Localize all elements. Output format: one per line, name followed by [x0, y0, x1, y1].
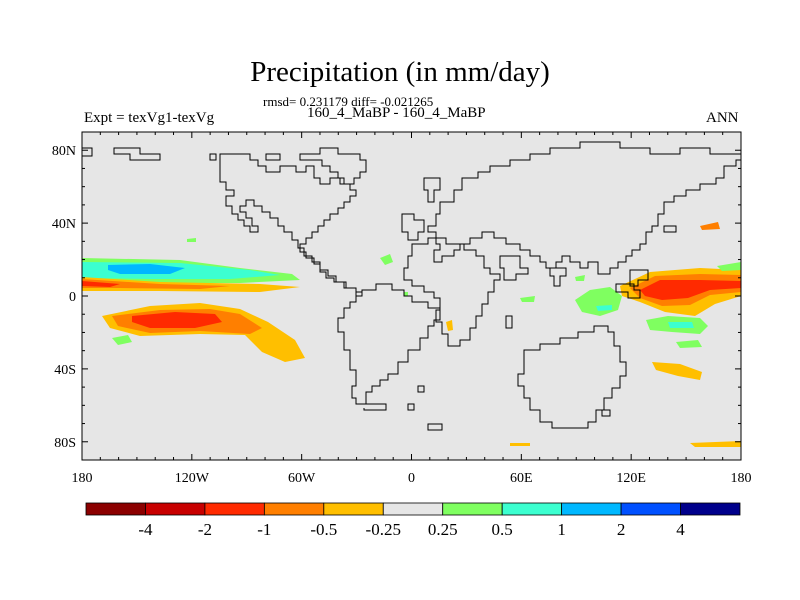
colorbar-swatch	[263, 502, 325, 516]
coastlines	[82, 141, 741, 431]
y-tick-label: 0	[69, 290, 76, 305]
anomaly-south-pacific-red	[132, 312, 222, 328]
axis-ticks: 80N 40N 0 40S 80S 180 120W 60W 0 60E 120E 180	[52, 131, 752, 486]
coast-arctic-island-2	[265, 153, 281, 161]
coast-antarctic-piece	[427, 423, 443, 431]
colorbar-label: 2	[617, 520, 626, 539]
anomaly-north-atlantic-green	[187, 238, 196, 242]
cases-label: 160_4_MaBP - 160_4_MaBP	[307, 105, 486, 121]
coast-arctic-island-3	[82, 147, 93, 157]
coast-antarctic-piece-3	[417, 385, 425, 393]
coast-scandinavia	[423, 177, 441, 203]
y-tick-label: 80S	[54, 436, 76, 451]
coast-arctic-island-1	[113, 147, 161, 161]
anomaly-atlantic-green-small	[404, 292, 408, 296]
colorbar-label: 4	[676, 520, 685, 539]
experiment-label: Expt = texVg1-texVg	[84, 110, 215, 126]
anomaly-sw-pacific-cyan	[668, 322, 694, 328]
colorbar-label: -0.5	[310, 520, 337, 539]
x-tick-label: 60W	[288, 471, 316, 486]
coast-south-america	[337, 283, 441, 405]
plot-subtitle: rmsd= 0.231179 diff= -0.021265	[263, 94, 434, 109]
coast-se-asia-2	[629, 269, 649, 287]
x-tick-label: 180	[72, 471, 93, 486]
colorbar-label: -4	[138, 520, 153, 539]
x-tick-label: 120E	[616, 471, 646, 486]
colorbar-swatch	[561, 502, 622, 516]
anomaly-indian-ocean-cyan	[596, 305, 612, 311]
coast-tasmania	[601, 409, 611, 417]
anomaly-north-pacific-blue	[108, 264, 185, 274]
x-tick-label: 180	[731, 471, 752, 486]
colorbar-swatch	[145, 502, 206, 516]
colorbar-swatch	[442, 502, 503, 516]
colorbar: -4 -2 -1 -0.5 -0.25 0.25 0.5 1 2 4	[85, 502, 741, 539]
coast-japan	[663, 225, 677, 233]
coast-north-america	[219, 153, 363, 297]
anomaly-south-atlantic-orange	[446, 320, 453, 331]
colorbar-swatch	[620, 502, 681, 516]
colorbar-label: -1	[257, 520, 271, 539]
x-tick-label: 0	[408, 471, 415, 486]
coast-arctic-island-4	[209, 153, 217, 161]
y-tick-label: 80N	[52, 144, 76, 159]
coast-india	[549, 267, 567, 287]
colorbar-label: 0.25	[428, 520, 458, 539]
anomaly-asia-green	[575, 275, 585, 281]
colorbar-swatch	[501, 502, 563, 516]
anomaly-eq-east-pacific-red	[82, 281, 120, 287]
colorbar-swatch	[323, 502, 384, 516]
colorbar-swatch	[680, 502, 741, 516]
coast-australia	[517, 325, 627, 429]
colorbar-label: 1	[557, 520, 566, 539]
anomaly-south-subtrop-yellow	[652, 362, 702, 380]
anomaly-eq-east-pacific-yellow	[82, 277, 300, 292]
coast-south-tip	[356, 403, 387, 411]
anomaly-west-pacific-red	[640, 280, 741, 300]
colorbar-label: -2	[198, 520, 212, 539]
coast-antarctic-piece-2	[407, 403, 415, 411]
anomaly-west-pacific-green-strip	[717, 262, 741, 271]
coast-europe-west	[401, 213, 425, 241]
season-label: ANN	[706, 110, 739, 126]
x-tick-label: 60E	[510, 471, 533, 486]
coast-madagascar	[505, 315, 513, 329]
anomaly-atlantic-green	[380, 254, 393, 265]
anomaly-antarctic-yellow-east	[690, 441, 741, 447]
colorbar-swatch	[85, 502, 146, 516]
colorbar-swatch	[204, 502, 265, 516]
colorbar-label: 0.5	[492, 520, 513, 539]
coast-arabia	[499, 255, 529, 281]
y-tick-label: 40S	[54, 363, 76, 378]
colorbar-label: -0.25	[366, 520, 401, 539]
anomaly-antarctic-yellow	[510, 443, 530, 446]
coast-africa	[403, 237, 501, 347]
anomaly-nw-pacific-orange	[700, 222, 720, 230]
colorbar-swatch	[382, 502, 444, 516]
anomaly-sw-pacific-green-small	[676, 340, 702, 348]
precip-anomaly-fills	[82, 222, 741, 447]
plot-title: Precipitation (in mm/day)	[250, 56, 550, 88]
x-tick-label: 120W	[175, 471, 210, 486]
y-tick-label: 40N	[52, 217, 76, 232]
anomaly-south-pacific-green-patch	[112, 335, 132, 345]
anomaly-arabian-green	[520, 296, 535, 302]
coast-greenland	[299, 147, 367, 185]
anomaly-eq-east-pacific-orange	[82, 279, 230, 289]
